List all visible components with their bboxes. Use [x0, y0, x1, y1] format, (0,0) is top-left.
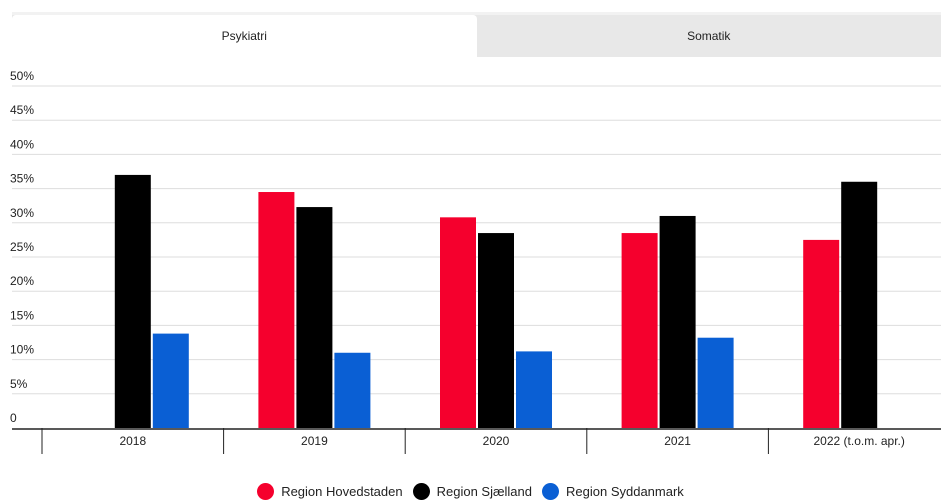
bar-region-sjaelland-2019[interactable]: [296, 207, 332, 428]
bar-region-sjaelland-2021[interactable]: [660, 216, 696, 428]
y-tick-label: 0: [10, 411, 17, 425]
bar-chart: 0 5% 10% 15% 20% 25% 30% 35% 40% 45% 50% 2018 2019 20…: [0, 0, 941, 470]
bar-region-syddanmark-2020[interactable]: [516, 351, 552, 428]
bar-region-hovedstaden-2022-t-o-m-apr[interactable]: [803, 240, 839, 428]
bar-region-hovedstaden-2021[interactable]: [622, 233, 658, 428]
legend-swatch-region-sjaelland: [413, 483, 430, 500]
x-tick-label: 2020: [483, 434, 510, 448]
x-tick-label: 2018: [119, 434, 146, 448]
bar-region-sjaelland-2020[interactable]: [478, 233, 514, 428]
legend-label-region-hovedstaden: Region Hovedstaden: [281, 484, 402, 499]
y-tick-label: 50%: [10, 69, 34, 83]
y-tick-label: 35%: [10, 172, 34, 186]
y-tick-label: 40%: [10, 137, 34, 151]
x-tick-label: 2022 (t.o.m. apr.): [814, 434, 905, 448]
legend-label-region-syddanmark: Region Syddanmark: [566, 484, 684, 499]
bar-region-syddanmark-2019[interactable]: [334, 353, 370, 428]
legend-item-region-hovedstaden[interactable]: Region Hovedstaden: [257, 483, 402, 500]
bar-region-syddanmark-2018[interactable]: [153, 334, 189, 428]
legend-swatch-region-hovedstaden: [257, 483, 274, 500]
bar-region-syddanmark-2021[interactable]: [698, 338, 734, 428]
bar-region-sjaelland-2018[interactable]: [115, 175, 151, 428]
y-tick-label: 30%: [10, 206, 34, 220]
bar-region-hovedstaden-2020[interactable]: [440, 217, 476, 428]
legend-item-region-syddanmark[interactable]: Region Syddanmark: [542, 483, 684, 500]
x-tick-label: 2021: [664, 434, 691, 448]
y-tick-label: 15%: [10, 308, 34, 322]
bar-region-hovedstaden-2019[interactable]: [258, 192, 294, 428]
y-tick-label: 10%: [10, 343, 34, 357]
x-tick-label: 2019: [301, 434, 328, 448]
y-tick-label: 45%: [10, 103, 34, 117]
y-tick-label: 25%: [10, 240, 34, 254]
y-tick-label: 20%: [10, 274, 34, 288]
legend-swatch-region-syddanmark: [542, 483, 559, 500]
y-tick-label: 5%: [10, 377, 28, 391]
legend-item-region-sjaelland[interactable]: Region Sjælland: [413, 483, 532, 500]
legend-label-region-sjaelland: Region Sjælland: [437, 484, 532, 499]
bar-region-sjaelland-2022-t-o-m-apr[interactable]: [841, 182, 877, 428]
